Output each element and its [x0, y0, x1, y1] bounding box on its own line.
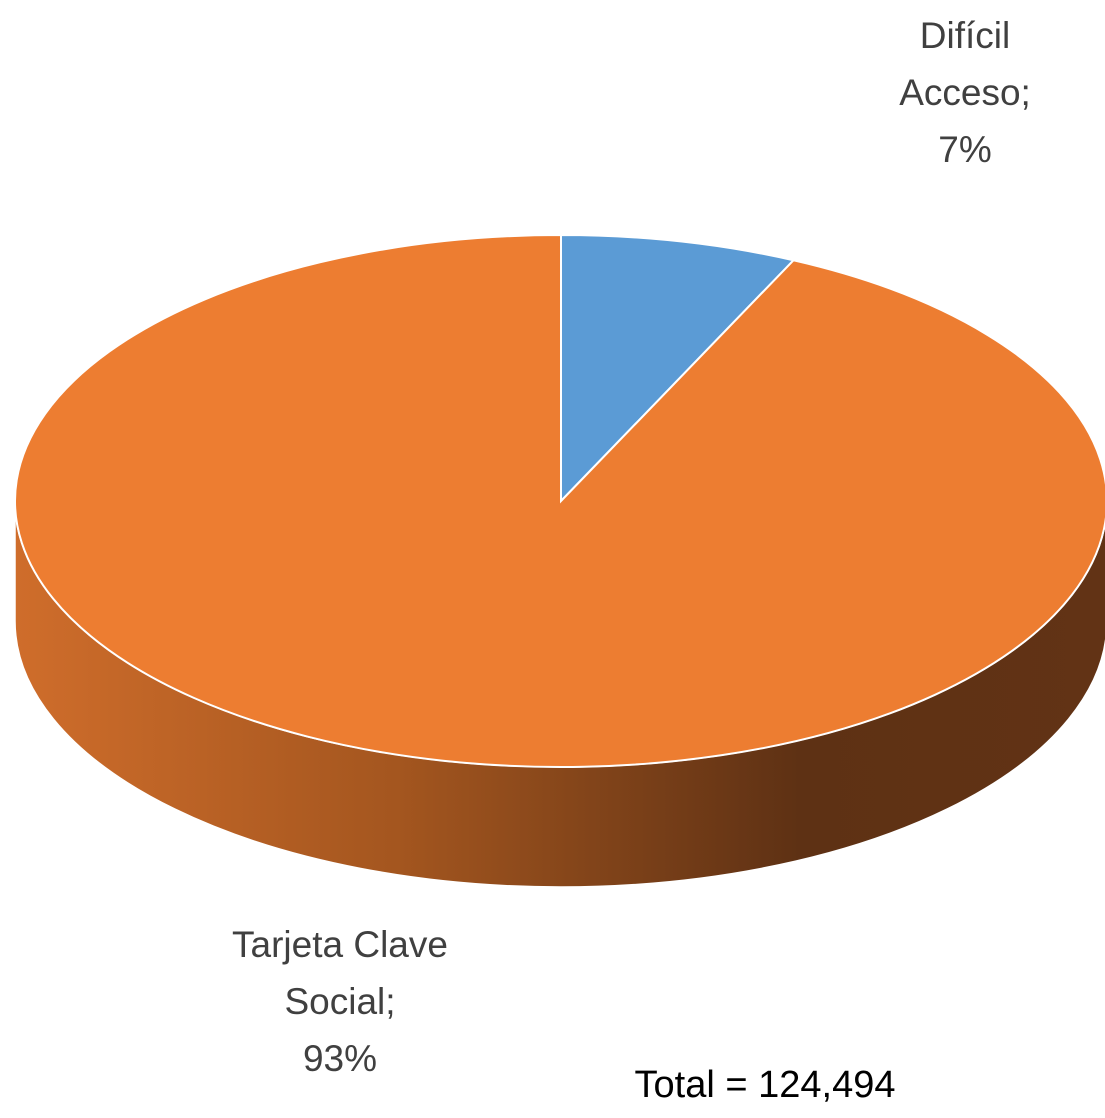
label-line: Acceso	[899, 72, 1020, 113]
label-separator: ;	[1021, 72, 1031, 113]
value-label: 7%	[938, 129, 991, 170]
pie-slice	[560, 233, 796, 504]
total-annotation: Total = 124,494	[635, 1064, 896, 1106]
pie-slice	[14, 233, 1105, 768]
data-label: Difícil Acceso; 7%	[899, 15, 1031, 170]
label-line: Social	[284, 981, 385, 1022]
label-line: Tarjeta Clave	[232, 924, 448, 965]
data-label: Tarjeta Clave Social; 93%	[232, 924, 448, 1079]
label-line: Difícil	[920, 15, 1010, 56]
label-separator: ;	[385, 981, 395, 1022]
value-label: 93%	[303, 1038, 377, 1079]
